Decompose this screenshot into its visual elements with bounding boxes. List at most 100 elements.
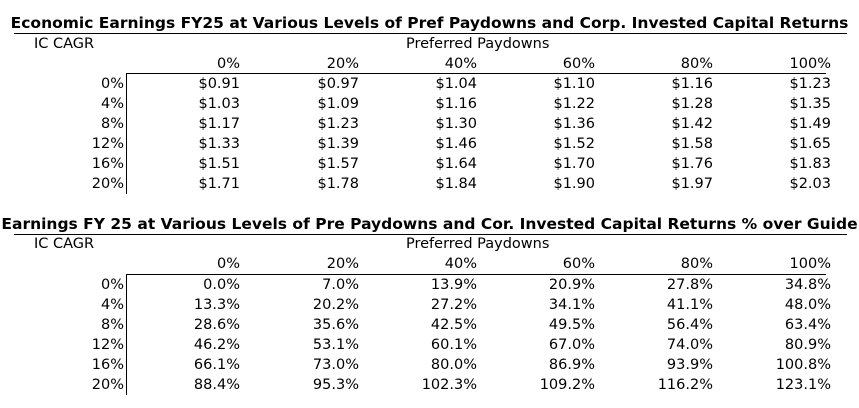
table-cell: 0.0% — [203, 277, 240, 293]
row-label: 4% — [100, 96, 124, 112]
row-label: 12% — [91, 136, 124, 152]
column-header: 60% — [562, 56, 595, 72]
table-cell: $2.03 — [789, 176, 831, 192]
row-axis-label: IC CAGR — [34, 36, 95, 52]
column-header: 60% — [562, 256, 595, 272]
table-cell: $1.51 — [198, 156, 240, 172]
column-header: 20% — [326, 256, 359, 272]
column-header: 80% — [680, 56, 713, 72]
table-cell: 93.9% — [666, 357, 713, 373]
table-cell: 74.0% — [666, 337, 713, 353]
table-cell: $0.91 — [198, 76, 240, 92]
table-cell: 116.2% — [657, 377, 713, 393]
table-cell: $1.97 — [671, 176, 713, 192]
table-cell: 63.4% — [784, 317, 831, 333]
table-cell: $1.35 — [789, 96, 831, 112]
column-header: 40% — [444, 256, 477, 272]
header-rule — [126, 73, 826, 74]
column-header: 0% — [216, 256, 240, 272]
table-cell: $1.33 — [198, 136, 240, 152]
table-cell: 73.0% — [312, 357, 359, 373]
row-label: 20% — [91, 176, 124, 192]
table-cell: 27.2% — [430, 297, 477, 313]
table-cell: $1.22 — [553, 96, 595, 112]
table-cell: $1.16 — [435, 96, 477, 112]
row-label: 12% — [91, 337, 124, 353]
row-label: 16% — [91, 156, 124, 172]
table-cell: $1.39 — [317, 136, 359, 152]
table-cell: $1.90 — [553, 176, 595, 192]
column-axis-label: Preferred Paydowns — [406, 236, 550, 252]
table-cell: 100.8% — [775, 357, 831, 373]
table-cell: 53.1% — [312, 337, 359, 353]
table-cell: $1.42 — [671, 116, 713, 132]
table-cell: $1.23 — [789, 76, 831, 92]
title-underline — [14, 33, 847, 34]
table-cell: 102.3% — [421, 377, 477, 393]
table-cell: 20.9% — [548, 277, 595, 293]
row-label: 8% — [100, 116, 124, 132]
table-cell: $1.09 — [317, 96, 359, 112]
table-cell: 123.1% — [775, 377, 831, 393]
table-cell: $1.78 — [317, 176, 359, 192]
column-header: 100% — [789, 56, 831, 72]
table-cell: $1.28 — [671, 96, 713, 112]
table-cell: 35.6% — [312, 317, 359, 333]
table-cell: $1.03 — [198, 96, 240, 112]
table-cell: 48.0% — [784, 297, 831, 313]
title-underline — [14, 234, 847, 235]
table-cell: $1.76 — [671, 156, 713, 172]
table-cell: $1.36 — [553, 116, 595, 132]
table-cell: 34.1% — [548, 297, 595, 313]
table-economic-earnings: Economic Earnings FY25 at Various Levels… — [0, 0, 859, 200]
table-cell: $1.17 — [198, 116, 240, 132]
table-cell: $1.10 — [553, 76, 595, 92]
table-cell: 46.2% — [193, 337, 240, 353]
table-cell: $1.16 — [671, 76, 713, 92]
table-cell: $1.65 — [789, 136, 831, 152]
table-cell: 13.3% — [193, 297, 240, 313]
table-cell: 60.1% — [430, 337, 477, 353]
column-header: 20% — [326, 56, 359, 72]
table-cell: 80.9% — [784, 337, 831, 353]
table-title: Earnings FY 25 at Various Levels of Pre … — [1, 215, 858, 233]
table-cell: 7.0% — [322, 277, 359, 293]
table-cell: 41.1% — [666, 297, 713, 313]
table-cell: $1.46 — [435, 136, 477, 152]
table-cell: $1.70 — [553, 156, 595, 172]
column-header: 0% — [216, 56, 240, 72]
table-cell: $1.30 — [435, 116, 477, 132]
table-cell: 95.3% — [312, 377, 359, 393]
row-label-rule — [126, 73, 127, 194]
table-cell: $0.97 — [317, 76, 359, 92]
table-cell: $1.49 — [789, 116, 831, 132]
row-label-rule — [126, 274, 127, 395]
row-label: 4% — [100, 297, 124, 313]
table-cell: 66.1% — [193, 357, 240, 373]
table-cell: $1.58 — [671, 136, 713, 152]
column-header: 80% — [680, 256, 713, 272]
table-cell: $1.83 — [789, 156, 831, 172]
table-title: Economic Earnings FY25 at Various Levels… — [10, 14, 849, 32]
table-cell: $1.04 — [435, 76, 477, 92]
table-cell: $1.52 — [553, 136, 595, 152]
header-rule — [126, 274, 826, 275]
table-cell: 80.0% — [430, 357, 477, 373]
table-cell: $1.23 — [317, 116, 359, 132]
row-label: 8% — [100, 317, 124, 333]
table-cell: $1.57 — [317, 156, 359, 172]
table-cell: 27.8% — [666, 277, 713, 293]
table-cell: 34.8% — [784, 277, 831, 293]
column-axis-label: Preferred Paydowns — [406, 36, 550, 52]
table-earnings-over-guide: Earnings FY 25 at Various Levels of Pre … — [0, 200, 859, 408]
table-cell: 86.9% — [548, 357, 595, 373]
table-cell: $1.84 — [435, 176, 477, 192]
table-cell: 42.5% — [430, 317, 477, 333]
table-cell: 49.5% — [548, 317, 595, 333]
table-cell: 109.2% — [539, 377, 595, 393]
column-header: 100% — [789, 256, 831, 272]
table-cell: 20.2% — [312, 297, 359, 313]
table-cell: 67.0% — [548, 337, 595, 353]
row-label: 16% — [91, 357, 124, 373]
table-cell: 28.6% — [193, 317, 240, 333]
